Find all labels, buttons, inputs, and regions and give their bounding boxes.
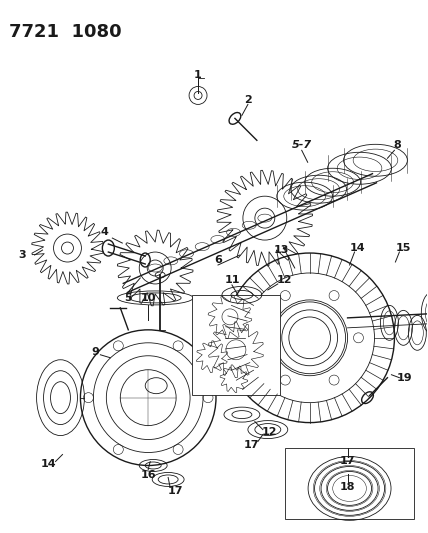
Text: 5: 5 <box>125 293 132 303</box>
Text: 5-7: 5-7 <box>291 140 312 150</box>
Text: 9: 9 <box>92 347 99 357</box>
Text: 12: 12 <box>262 426 278 437</box>
Text: 17: 17 <box>167 487 183 496</box>
Text: 10: 10 <box>140 293 156 303</box>
Text: 18: 18 <box>340 482 355 492</box>
Text: 11: 11 <box>224 275 240 285</box>
Text: 16: 16 <box>140 471 156 480</box>
Text: 3: 3 <box>19 250 27 260</box>
Text: 2: 2 <box>244 95 252 106</box>
Text: 13: 13 <box>274 245 289 255</box>
Text: 7721  1080: 7721 1080 <box>9 22 121 41</box>
Text: 4: 4 <box>101 227 108 237</box>
Text: 17: 17 <box>340 456 355 466</box>
Text: 14: 14 <box>350 243 366 253</box>
Text: 12: 12 <box>277 275 292 285</box>
Bar <box>192 295 280 394</box>
Text: 14: 14 <box>41 459 56 470</box>
Bar <box>285 448 414 519</box>
Text: 17: 17 <box>244 440 260 449</box>
Text: 8: 8 <box>393 140 401 150</box>
Text: 15: 15 <box>396 243 411 253</box>
Text: 6: 6 <box>214 255 222 265</box>
Text: 1: 1 <box>194 70 202 80</box>
Text: 19: 19 <box>397 373 412 383</box>
